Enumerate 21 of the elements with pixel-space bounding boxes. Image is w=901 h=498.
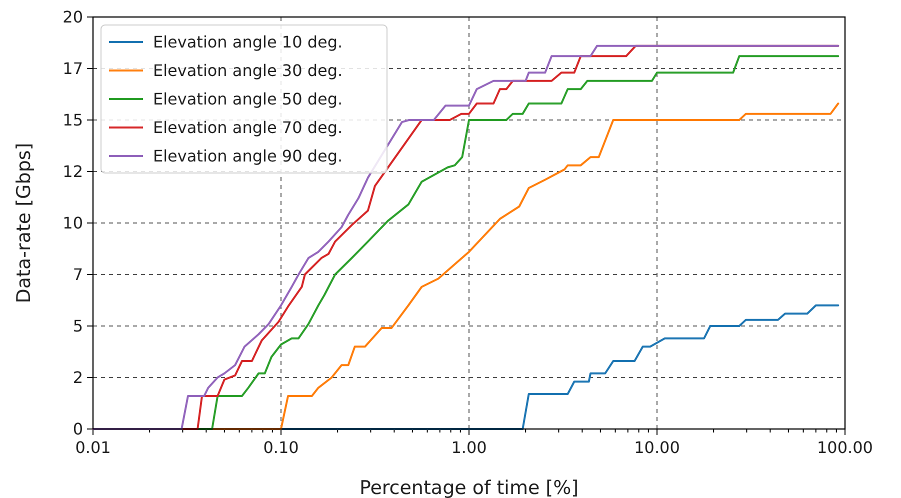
x-tick-label: 1.00 <box>451 438 487 457</box>
y-tick-label: 0 <box>72 420 83 439</box>
y-tick-label: 17 <box>62 59 83 78</box>
y-tick-label: 12 <box>62 162 83 182</box>
y-tick-label: 7 <box>72 265 83 284</box>
x-axis-title: Percentage of time [%] <box>359 477 579 498</box>
legend-label: Elevation angle 70 deg. <box>153 118 343 138</box>
y-tick-label: 2 <box>72 368 83 388</box>
y-tick-label: 10 <box>62 214 83 233</box>
legend-label: Elevation angle 30 deg. <box>153 61 343 80</box>
x-tick-label: 100.00 <box>817 438 873 457</box>
x-tick-label: 0.01 <box>75 438 111 457</box>
x-tick-label: 10.00 <box>634 438 680 457</box>
y-tick-label: 15 <box>62 110 83 130</box>
legend-label: Elevation angle 10 deg. <box>153 32 343 52</box>
y-axis-title: Data-rate [Gbps] <box>13 142 35 304</box>
x-tick-label: 0.10 <box>263 438 299 457</box>
legend-label: Elevation angle 50 deg. <box>153 90 343 109</box>
legend-label: Elevation angle 90 deg. <box>153 146 343 166</box>
y-tick-label: 5 <box>72 316 83 336</box>
y-tick-label: 20 <box>62 8 83 27</box>
